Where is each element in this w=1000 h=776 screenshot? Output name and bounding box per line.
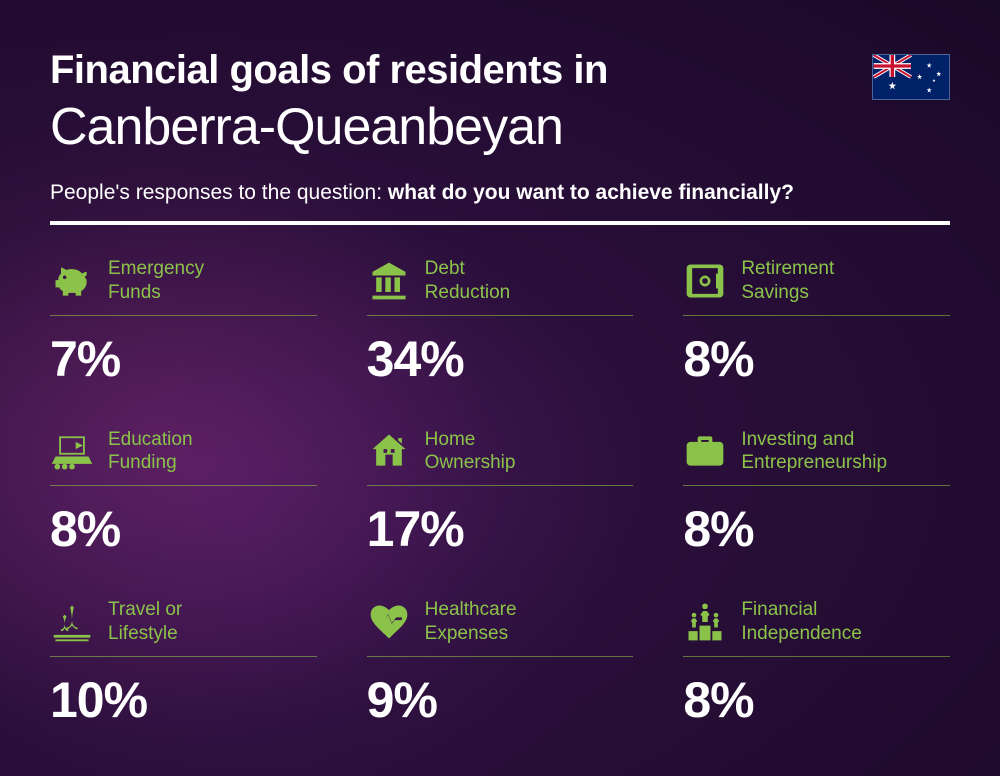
- bank-icon: [367, 259, 411, 303]
- card-travel-lifestyle: Travel orLifestyle 10%: [50, 598, 317, 729]
- card-value: 7%: [50, 330, 317, 388]
- card-label: DebtReduction: [425, 257, 511, 305]
- subtitle-bold: what do you want to achieve financially?: [388, 181, 794, 204]
- card-value: 34%: [367, 330, 634, 388]
- title-line-1: Financial goals of residents in: [50, 48, 872, 93]
- card-value: 9%: [367, 671, 634, 729]
- card-label: Investing andEntrepreneurship: [741, 428, 887, 476]
- subtitle: People's responses to the question: what…: [50, 181, 950, 205]
- card-label: EducationFunding: [108, 428, 193, 476]
- card-home-ownership: HomeOwnership 17%: [367, 428, 634, 559]
- divider: [50, 221, 950, 225]
- safe-icon: [683, 259, 727, 303]
- title-block: Financial goals of residents in Canberra…: [50, 48, 872, 157]
- card-investing: Investing andEntrepreneurship 8%: [683, 428, 950, 559]
- australia-flag-icon: [872, 54, 950, 100]
- card-label: Travel orLifestyle: [108, 598, 182, 646]
- card-value: 10%: [50, 671, 317, 729]
- card-label: RetirementSavings: [741, 257, 834, 305]
- card-education-funding: EducationFunding 8%: [50, 428, 317, 559]
- title-line-2: Canberra-Queanbeyan: [50, 97, 872, 157]
- card-label: HomeOwnership: [425, 428, 516, 476]
- podium-icon: [683, 600, 727, 644]
- education-icon: [50, 429, 94, 473]
- travel-icon: [50, 600, 94, 644]
- card-label: EmergencyFunds: [108, 257, 204, 305]
- header-row: Financial goals of residents in Canberra…: [50, 48, 950, 157]
- card-debt-reduction: DebtReduction 34%: [367, 257, 634, 388]
- card-emergency-funds: EmergencyFunds 7%: [50, 257, 317, 388]
- card-healthcare: HealthcareExpenses 9%: [367, 598, 634, 729]
- card-financial-independence: FinancialIndependence 8%: [683, 598, 950, 729]
- briefcase-icon: [683, 429, 727, 473]
- card-value: 8%: [683, 671, 950, 729]
- goals-grid: EmergencyFunds 7% DebtReduction 34% Reti…: [50, 257, 950, 729]
- card-value: 17%: [367, 500, 634, 558]
- card-retirement-savings: RetirementSavings 8%: [683, 257, 950, 388]
- card-value: 8%: [50, 500, 317, 558]
- heart-pulse-icon: [367, 600, 411, 644]
- card-label: HealthcareExpenses: [425, 598, 517, 646]
- subtitle-prefix: People's responses to the question:: [50, 181, 388, 204]
- card-value: 8%: [683, 500, 950, 558]
- card-value: 8%: [683, 330, 950, 388]
- house-icon: [367, 429, 411, 473]
- piggy-bank-icon: [50, 259, 94, 303]
- card-label: FinancialIndependence: [741, 598, 861, 646]
